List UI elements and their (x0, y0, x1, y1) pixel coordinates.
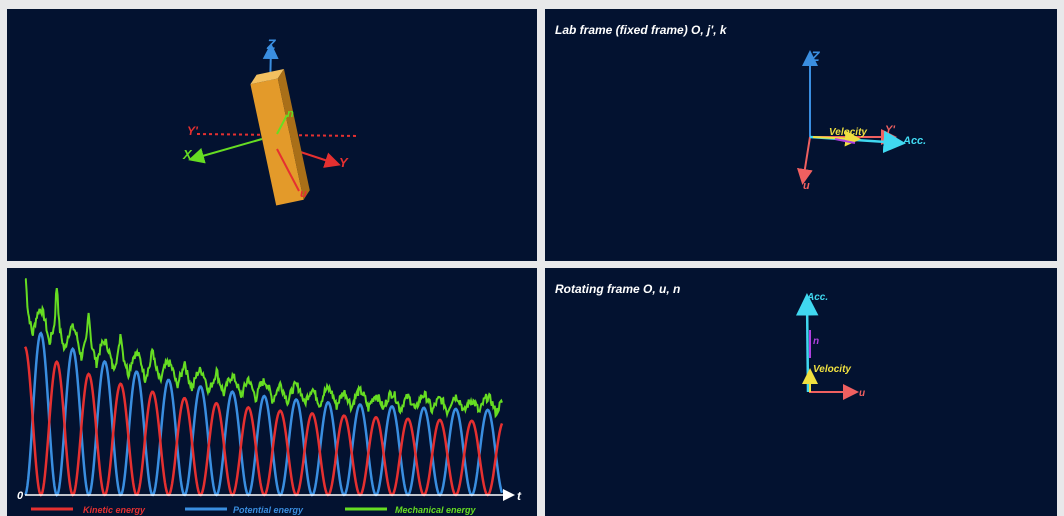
rotating-frame-title: Rotating frame O, u, n (555, 282, 681, 296)
lab-velocity-arrow (812, 130, 861, 147)
n-axis (276, 114, 288, 135)
body-3d-view[interactable]: Z X Y Y' n u (7, 9, 537, 261)
z-axis-label: Z (266, 36, 276, 52)
rot-acc-arrow (795, 293, 819, 393)
lab-u-label: u (803, 180, 810, 192)
rot-u-label: u (859, 388, 865, 399)
mechanical-energy-line (24, 278, 503, 419)
potential-energy-line (24, 331, 504, 497)
rigid-block[interactable] (249, 68, 312, 206)
u-axis-label: u (300, 188, 307, 200)
body-3d-svg: Z X Y Y' n u (182, 36, 360, 206)
lab-u-axis (796, 136, 813, 185)
legend-mechanical-label: Mechanical energy (395, 505, 477, 515)
n-axis-label: n (287, 108, 294, 120)
rot-n-label: n (813, 336, 819, 347)
lab-frame-title: Lab frame (fixed frame) O, j', k (555, 23, 727, 37)
x-axis (188, 138, 263, 164)
rotating-frame-svg: Acc. n Velocity u (795, 292, 865, 400)
time-axis-label: t (517, 489, 522, 503)
x-axis-label: X (182, 147, 193, 162)
lab-z-label: Z (810, 48, 820, 64)
energy-plot[interactable]: 0 t Kinetic energy Potential energy Mech… (7, 268, 537, 516)
kinetic-energy-line (23, 346, 504, 497)
y-axis-label: Y (339, 155, 349, 170)
lab-frame-svg: Z u Velocity Y' Acc. (796, 48, 926, 192)
rot-velocity-label: Velocity (813, 364, 851, 375)
y-prime-axis-label: Y' (187, 124, 199, 138)
lab-y-prime-label: Y' (885, 124, 895, 136)
lab-frame-view[interactable]: Lab frame (fixed frame) O, j', k Z u Vel… (545, 9, 1057, 261)
legend-kinetic-label: Kinetic energy (83, 505, 146, 515)
lab-n-arrow (834, 138, 856, 144)
lab-velocity-label: Velocity (829, 127, 867, 138)
rot-acc-label: Acc. (806, 292, 828, 303)
origin-label: 0 (17, 490, 24, 502)
lab-acc-label: Acc. (902, 135, 926, 147)
u-axis (276, 148, 300, 192)
rotating-frame-view[interactable]: Rotating frame O, u, n Acc. n Velocity u (545, 268, 1057, 516)
energy-plot-svg: 0 t Kinetic energy Potential energy Mech… (17, 278, 522, 515)
legend-potential-label: Potential energy (233, 505, 304, 515)
